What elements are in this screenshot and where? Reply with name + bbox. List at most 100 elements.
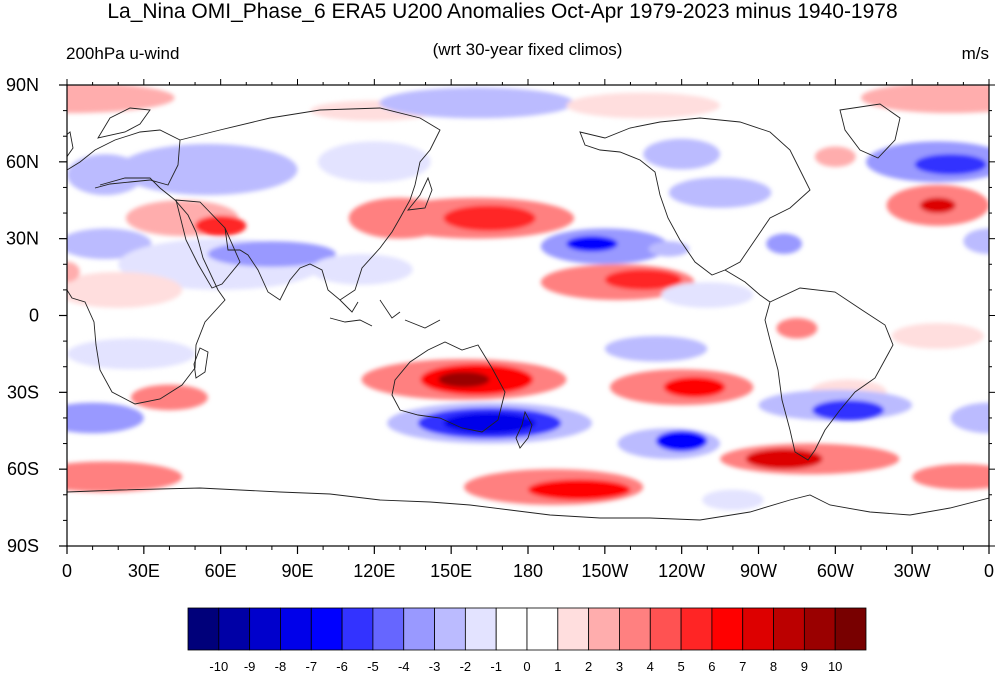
colorbar-level-label: 3 — [616, 659, 623, 674]
anomaly-region-62 — [702, 489, 764, 511]
colorbar-swatch — [310, 607, 343, 651]
coastline-asia — [179, 107, 441, 301]
coastlines — [67, 103, 989, 521]
coastline-madagascar — [193, 347, 209, 379]
colorbar-swatch — [803, 607, 836, 651]
lon-tick-label: 60W — [817, 561, 854, 581]
units-label: m/s — [961, 44, 989, 63]
map-axes: 0 30E 60E 90E 120E 150E 180 150W 120W 90W 60W 30W 0 9… — [6, 75, 995, 581]
colorbar-swatch — [711, 607, 744, 651]
lon-tick-label: 30W — [894, 561, 931, 581]
colorbar-level-label: -5 — [367, 659, 379, 674]
colorbar-swatch — [341, 607, 374, 651]
colorbar-swatch — [588, 607, 620, 651]
colorbar-level-label: -2 — [460, 659, 472, 674]
colorbar-level-label: -10 — [209, 659, 228, 674]
lat-tick-label: 30N — [6, 229, 39, 249]
anomaly-region-60 — [912, 464, 989, 490]
anomaly-region-19 — [919, 197, 956, 214]
coastline-africa — [67, 177, 226, 405]
anomaly-region-37 — [67, 338, 196, 370]
anomaly-region-34 — [776, 318, 818, 339]
variable-label: 200hPa u-wind — [66, 44, 180, 63]
anomaly-region-1 — [860, 85, 989, 114]
lat-tick-label: 90S — [7, 536, 39, 556]
colorbar-swatch — [464, 607, 497, 651]
anomaly-region-8 — [643, 138, 721, 170]
anomaly-field — [67, 85, 989, 513]
anomaly-region-17 — [443, 205, 536, 231]
colorbar-swatch — [773, 607, 805, 651]
anomaly-region-14 — [195, 215, 247, 237]
anomaly-region-41 — [438, 371, 490, 388]
anomaly-region-22 — [207, 241, 336, 267]
colorbar-level-label: -8 — [275, 659, 287, 674]
coastline-uk — [67, 131, 74, 158]
lon-tick-label: 0 — [62, 561, 72, 581]
lon-tick-label: 0 — [984, 561, 994, 581]
lat-tick-label: 90N — [6, 75, 39, 95]
anomaly-region-3 — [379, 87, 575, 119]
colorbar-swatch — [434, 607, 466, 651]
colorbar-level-label: -4 — [398, 659, 410, 674]
colorbar-level-label: -7 — [305, 659, 317, 674]
lon-tick-label: 120W — [658, 561, 705, 581]
colorbar-swatch — [742, 607, 774, 651]
lon-tick-label: 60E — [205, 561, 237, 581]
lon-tick-label: 180 — [513, 561, 543, 581]
colorbar-level-label: 1 — [554, 659, 561, 674]
colorbar-level-label: 0 — [523, 659, 530, 674]
coastline-greenland — [839, 103, 901, 159]
anomaly-region-54 — [950, 402, 989, 434]
anomaly-region-53 — [67, 402, 144, 434]
climatology-note: (wrt 30-year fixed climos) — [432, 40, 623, 59]
anomaly-region-38 — [195, 335, 324, 357]
lon-tick-label: 30E — [128, 561, 160, 581]
anomaly-region-50 — [443, 412, 536, 434]
coastline-scandinavia — [97, 107, 151, 139]
anomaly-region-42 — [131, 384, 208, 411]
colorbar-level-label: -1 — [490, 659, 502, 674]
coastline-south-america — [764, 287, 894, 461]
colorbar-swatch — [557, 607, 590, 651]
coastline-australia — [391, 341, 506, 433]
anomaly-region-0 — [67, 85, 175, 114]
lon-tick-label: 90E — [281, 561, 313, 581]
colorbar-swatch — [619, 607, 651, 651]
anomaly-region-44 — [663, 376, 726, 398]
map-title: La_Nina OMI_Phase_6 ERA5 U200 Anomalies … — [107, 0, 898, 23]
colorbar-swatch — [218, 607, 251, 651]
anomaly-region-12 — [914, 154, 987, 175]
colorbar-level-label: -9 — [244, 659, 256, 674]
anomaly-region-10 — [814, 146, 856, 167]
anomaly-region-33 — [661, 282, 754, 308]
anomaly-region-36 — [891, 323, 984, 349]
colorbar-level-label: 4 — [647, 659, 654, 674]
coastline-central-america — [724, 269, 771, 303]
anomaly-region-32 — [67, 261, 80, 283]
lat-tick-label: 60N — [6, 152, 39, 172]
colorbar-swatch — [403, 607, 435, 651]
anomaly-region-59 — [67, 461, 183, 493]
coastline-new-zealand — [515, 410, 533, 449]
anomaly-region-61 — [246, 487, 400, 513]
colorbar-level-label: 2 — [585, 659, 592, 674]
anomaly-region-25 — [566, 236, 618, 252]
anomaly-region-31 — [67, 271, 183, 308]
anomaly-region-6 — [118, 143, 298, 196]
anomaly-region-26 — [648, 241, 690, 257]
anomaly-region-28 — [963, 228, 989, 255]
colorbar-swatch — [834, 607, 867, 651]
colorbar-swatch — [680, 607, 713, 651]
lon-tick-label: 150E — [430, 561, 472, 581]
coastline-north-america — [579, 117, 811, 276]
colorbar-level-label: 7 — [739, 659, 746, 674]
colorbar-level-label: 8 — [770, 659, 777, 674]
colorbar-level-label: 9 — [801, 659, 808, 674]
colorbar-level-label: 5 — [677, 659, 684, 674]
anomaly-region-58 — [528, 479, 631, 500]
lon-tick-label: 90W — [740, 561, 777, 581]
anomaly-region-35 — [604, 335, 708, 362]
lat-tick-label: 0 — [29, 306, 39, 326]
anomaly-region-52 — [656, 430, 708, 452]
